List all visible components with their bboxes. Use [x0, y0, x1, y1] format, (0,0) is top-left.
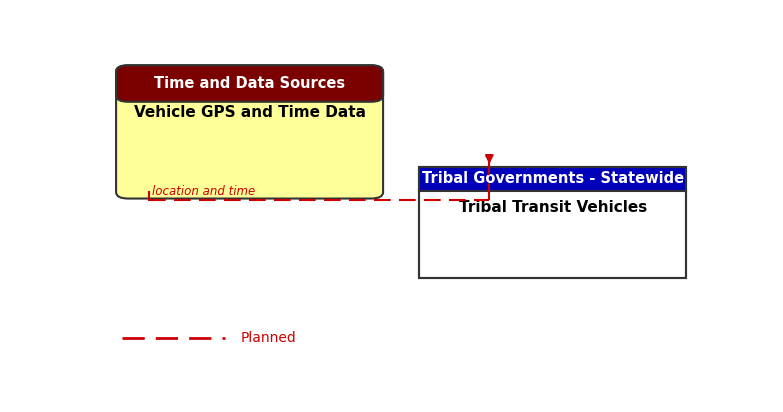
FancyBboxPatch shape	[116, 66, 383, 199]
Text: Tribal Governments - Statewide: Tribal Governments - Statewide	[422, 171, 684, 186]
Bar	[420, 167, 687, 278]
Bar	[129, 82, 370, 96]
Text: Tribal Transit Vehicles: Tribal Transit Vehicles	[459, 200, 647, 215]
Bar	[420, 167, 687, 191]
Text: location and time: location and time	[153, 185, 256, 198]
FancyBboxPatch shape	[116, 65, 383, 102]
Bar	[420, 167, 687, 278]
Text: Time and Data Sources: Time and Data Sources	[154, 76, 345, 91]
Text: Vehicle GPS and Time Data: Vehicle GPS and Time Data	[134, 105, 366, 120]
Text: Planned: Planned	[240, 331, 296, 345]
